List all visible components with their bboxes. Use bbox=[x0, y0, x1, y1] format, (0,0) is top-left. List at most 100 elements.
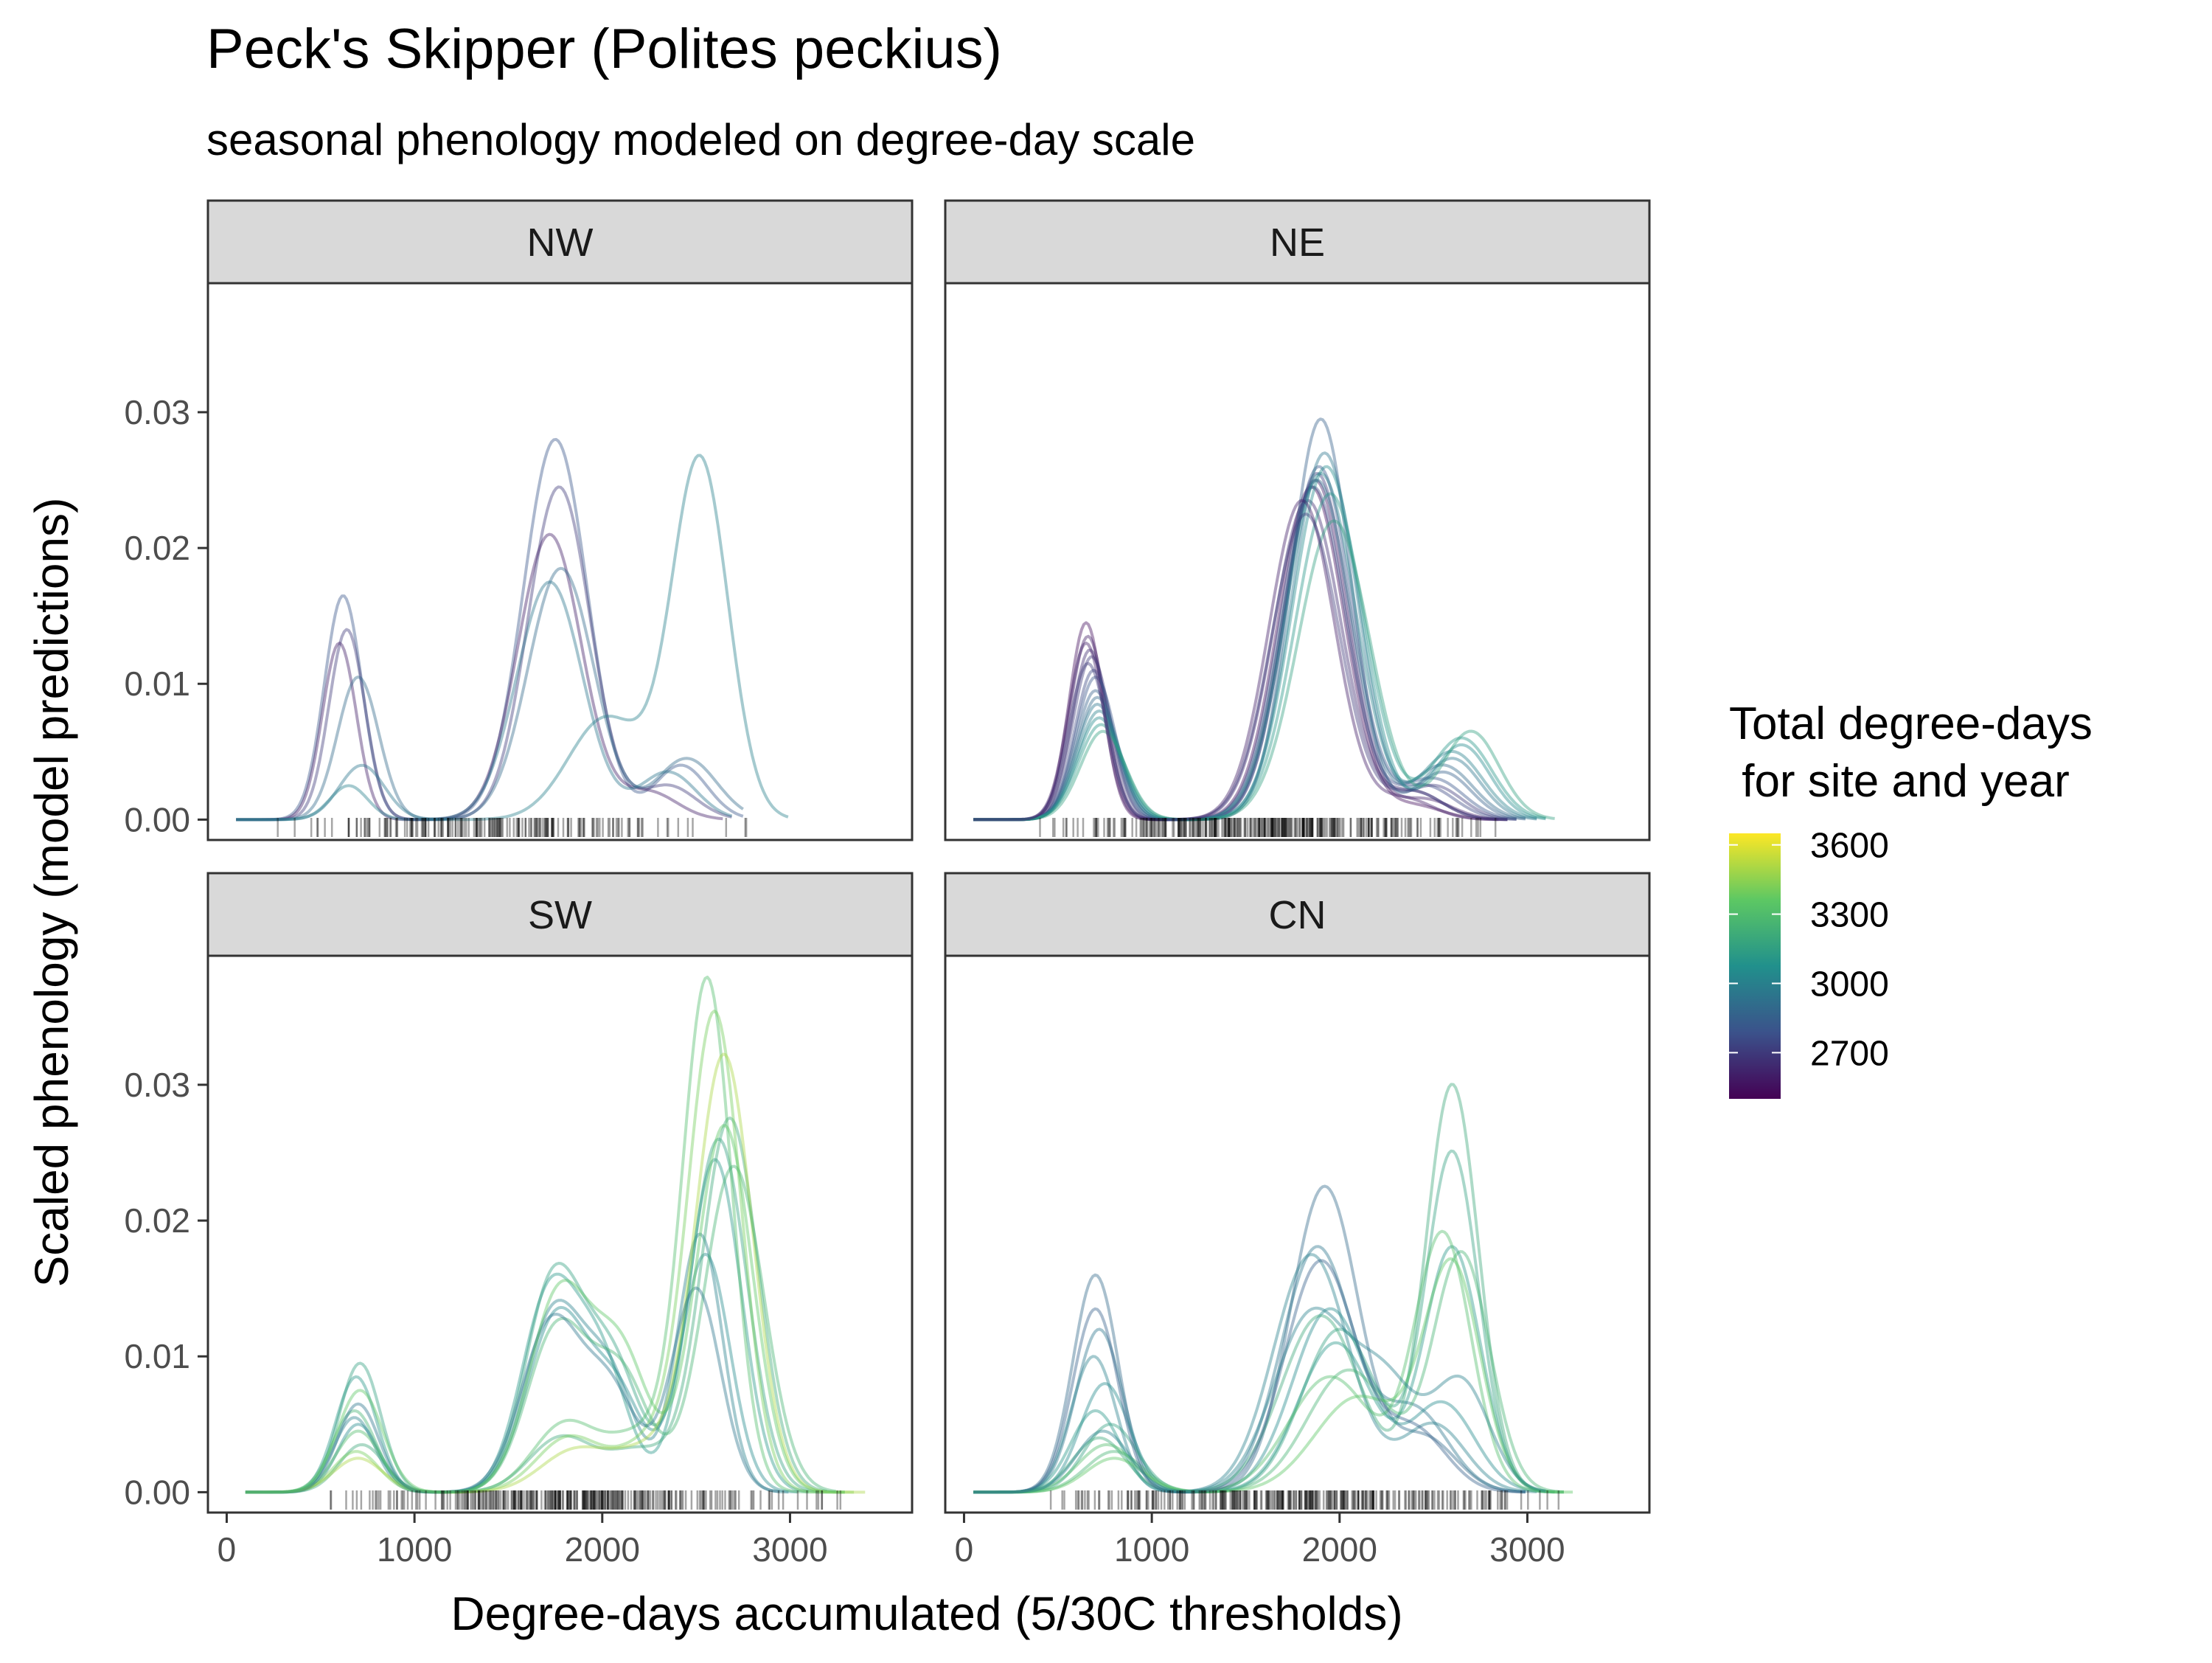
phenology-curve bbox=[236, 532, 723, 822]
legend-title-line1: Total degree-days bbox=[1729, 698, 2093, 749]
x-tick-label: 3000 bbox=[752, 1530, 827, 1569]
phenology-curve bbox=[245, 1286, 780, 1494]
y-tick-label: 0.02 bbox=[124, 529, 190, 567]
series-curves bbox=[245, 976, 866, 1494]
legend-tick-label: 2700 bbox=[1810, 1034, 1889, 1073]
phenology-curve bbox=[245, 1116, 827, 1494]
panel-border bbox=[944, 954, 1651, 1514]
phenology-curve bbox=[973, 499, 1499, 822]
phenology-curve bbox=[245, 1164, 836, 1494]
phenology-curve bbox=[236, 566, 744, 822]
phenology-curve bbox=[973, 471, 1537, 822]
rug-marks bbox=[1049, 1490, 1560, 1510]
phenology-curve bbox=[245, 1052, 866, 1494]
phenology-curve bbox=[973, 417, 1526, 822]
plot-area bbox=[208, 283, 912, 840]
legend-ticks: 3600 3300 3000 2700 bbox=[1729, 827, 1889, 1073]
y-tick-label: 0.00 bbox=[124, 1473, 190, 1511]
series-curves bbox=[973, 417, 1555, 822]
x-axis-title: Degree-days accumulated (5/30C threshold… bbox=[451, 1587, 1402, 1640]
phenology-curve bbox=[236, 485, 732, 822]
y-tick-label: 0.03 bbox=[124, 1066, 190, 1104]
x-tick-label: 1000 bbox=[377, 1530, 452, 1569]
phenology-curve bbox=[973, 1250, 1564, 1494]
facet-panel-ne: NE bbox=[944, 199, 1651, 841]
panel-border bbox=[206, 282, 914, 841]
phenology-curve bbox=[973, 1259, 1526, 1494]
phenology-curve bbox=[973, 1149, 1555, 1494]
phenology-curve bbox=[973, 1257, 1573, 1494]
phenology-curve bbox=[245, 1010, 855, 1494]
phenology-curve bbox=[236, 454, 789, 822]
legend-tick-label: 3300 bbox=[1810, 896, 1889, 935]
phenology-curve bbox=[245, 1137, 818, 1494]
facet-panel-cn: CN 0 1000 2000 3000 bbox=[944, 872, 1651, 1569]
facet-strip bbox=[944, 199, 1651, 285]
facet-strip-label: CN bbox=[1269, 893, 1326, 937]
phenology-curve bbox=[973, 1253, 1537, 1494]
phenology-curve bbox=[245, 1232, 789, 1494]
phenology-curve bbox=[973, 1083, 1564, 1494]
phenology-curve bbox=[973, 513, 1508, 822]
phenology-curve bbox=[245, 976, 845, 1494]
facet-strip bbox=[206, 199, 914, 285]
x-tick-label: 2000 bbox=[1302, 1530, 1377, 1569]
chart-subtitle: seasonal phenology modeled on degree-day… bbox=[206, 115, 1195, 164]
phenology-curve bbox=[973, 492, 1546, 822]
phenology-curve bbox=[973, 1306, 1546, 1494]
panel-border bbox=[206, 954, 914, 1514]
y-axis-title: Scaled phenology (model predictions) bbox=[25, 498, 78, 1288]
phenology-curve bbox=[973, 1307, 1546, 1494]
x-tick-label: 1000 bbox=[1114, 1530, 1189, 1569]
facet-panel-nw: NW 0.00 0.01 0.02 0.03 bbox=[124, 199, 914, 841]
x-tick-label: 0 bbox=[218, 1530, 237, 1569]
phenology-curve bbox=[973, 472, 1517, 822]
phenology-curve bbox=[973, 479, 1526, 822]
phenology-curve bbox=[973, 485, 1508, 822]
plot-area bbox=[945, 956, 1649, 1513]
phenology-curve bbox=[973, 1245, 1555, 1494]
y-tick-label: 0.00 bbox=[124, 800, 190, 839]
plot-area bbox=[945, 283, 1649, 840]
legend-title-line2: for site and year bbox=[1729, 756, 2070, 807]
facet-strip-label: SW bbox=[528, 893, 592, 937]
x-tick-label: 0 bbox=[955, 1530, 974, 1569]
phenology-curve bbox=[245, 1252, 798, 1494]
phenology-curve bbox=[973, 519, 1555, 822]
x-tick-label: 2000 bbox=[565, 1530, 640, 1569]
legend-colorbar bbox=[1729, 833, 1781, 1099]
facet-strip-label: NW bbox=[527, 221, 594, 265]
facet-strip-label: NE bbox=[1270, 221, 1325, 265]
phenology-curve bbox=[973, 1229, 1564, 1494]
y-tick-label: 0.01 bbox=[124, 1337, 190, 1375]
phenology-curve bbox=[236, 580, 733, 822]
y-tick-label: 0.01 bbox=[124, 664, 190, 703]
rug-marks bbox=[276, 818, 748, 837]
series-curves bbox=[973, 1083, 1573, 1494]
facet-strip bbox=[206, 872, 914, 957]
facet-strip bbox=[944, 872, 1651, 957]
rug-marks bbox=[330, 1490, 842, 1510]
phenology-curve bbox=[973, 465, 1517, 822]
phenology-curve bbox=[973, 1245, 1526, 1494]
panel-border bbox=[944, 282, 1651, 841]
legend-tick-label: 3000 bbox=[1810, 965, 1889, 1004]
phenology-curve bbox=[973, 499, 1508, 822]
phenology-curve bbox=[973, 1184, 1526, 1494]
color-legend: Total degree-days for site and year 3600… bbox=[1729, 698, 2093, 1099]
phenology-curve bbox=[973, 465, 1546, 822]
rug-marks bbox=[1039, 818, 1497, 837]
plot-area bbox=[208, 956, 912, 1513]
x-tick-label: 3000 bbox=[1489, 1530, 1565, 1569]
legend-tick-label: 3600 bbox=[1810, 827, 1889, 866]
phenology-curve bbox=[973, 451, 1537, 822]
y-tick-label: 0.03 bbox=[124, 393, 190, 431]
chart-title: Peck's Skipper (Polites peckius) bbox=[206, 18, 1002, 80]
facet-panels: NW 0.00 0.01 0.02 0.03 NE SW 0.00 0.01 0.02 0.03 0 1… bbox=[124, 199, 1651, 1569]
series-curves bbox=[236, 437, 789, 822]
y-tick-label: 0.02 bbox=[124, 1201, 190, 1240]
phenology-curve bbox=[973, 485, 1517, 822]
phenology-curve bbox=[245, 1158, 810, 1494]
